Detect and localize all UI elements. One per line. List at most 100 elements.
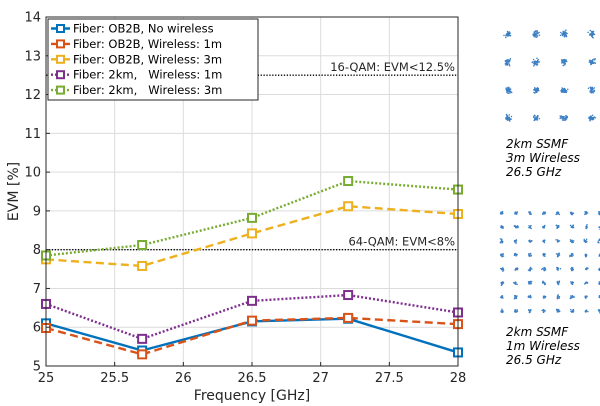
- constellation-point: [541, 268, 543, 271]
- constellation-point: [535, 36, 538, 39]
- constellation-point: [529, 268, 532, 270]
- constellation-point: [598, 226, 600, 228]
- constellation-point: [516, 310, 519, 312]
- constellation-point: [557, 226, 559, 229]
- constellation-caption-64qam: 2km SSMF 1m Wireless 26.5 GHz: [506, 325, 580, 367]
- constellation-point: [506, 59, 508, 61]
- constellation-point: [561, 115, 564, 118]
- constellation-point: [556, 297, 559, 300]
- constellation-point: [561, 32, 563, 35]
- constellation-point: [543, 225, 546, 228]
- constellation-point: [544, 296, 546, 298]
- constellation-point: [593, 58, 595, 60]
- x-tick-label: 27: [312, 371, 329, 386]
- x-tick-label: 26: [175, 371, 192, 386]
- constellation-point: [535, 31, 537, 33]
- constellation-point: [587, 310, 589, 313]
- constellation-point: [563, 91, 565, 93]
- constellation-point: [589, 29, 592, 32]
- constellation-point: [558, 224, 560, 227]
- constellation-point: [569, 239, 572, 241]
- constellation-point: [565, 118, 568, 120]
- constellation-point: [528, 282, 531, 284]
- constellation-point: [535, 118, 537, 121]
- constellation-point: [529, 280, 531, 283]
- constellation-point: [590, 63, 593, 65]
- constellation-point: [544, 267, 547, 270]
- constellation-point: [536, 61, 539, 64]
- constellation-point: [501, 308, 503, 310]
- constellation-point: [594, 62, 597, 65]
- x-tick-label: 25: [38, 371, 55, 386]
- legend-marker: [56, 54, 65, 64]
- constellation-point: [529, 296, 531, 298]
- constellation-point: [572, 253, 574, 256]
- constellation-point: [529, 255, 532, 257]
- constellation-point: [500, 254, 502, 257]
- constellation-point: [544, 211, 547, 214]
- constellation-point: [533, 117, 536, 120]
- constellation-point: [556, 295, 559, 297]
- y-tick-label: 11: [24, 127, 41, 142]
- constellation-point: [591, 36, 594, 38]
- constellation-point: [558, 213, 561, 216]
- constellation-point: [536, 57, 538, 60]
- caption-line: 26.5 GHz: [506, 353, 562, 367]
- data-point: [343, 290, 354, 301]
- constellation-point: [593, 90, 595, 93]
- y-tick-label: 14: [24, 11, 41, 26]
- constellation-point: [586, 212, 589, 214]
- constellation-point: [597, 240, 600, 242]
- data-point: [247, 315, 257, 326]
- constellation-point: [544, 253, 546, 255]
- constellation-point: [509, 57, 512, 60]
- y-tick-label: 7: [33, 282, 41, 297]
- constellation-point: [533, 65, 535, 67]
- constellation-point: [502, 282, 505, 284]
- constellation-point: [508, 31, 511, 33]
- constellation-point: [571, 311, 573, 313]
- series-line: [45, 205, 459, 268]
- constellation-point: [538, 61, 540, 63]
- constellation-point: [558, 309, 560, 311]
- legend-box: [47, 18, 259, 101]
- constellation-point: [530, 280, 533, 283]
- constellation-point: [500, 253, 502, 255]
- constellation-point: [585, 225, 588, 227]
- y-tick-label: 5: [33, 360, 41, 375]
- constellation-point: [587, 31, 589, 34]
- constellation-point: [542, 297, 545, 299]
- constellation-point: [557, 212, 560, 214]
- constellation-point: [570, 254, 572, 257]
- constellation-point: [529, 294, 531, 297]
- constellation-point: [533, 62, 535, 65]
- constellation-point: [563, 87, 566, 90]
- constellation-point: [542, 309, 545, 311]
- constellation-point: [534, 36, 537, 38]
- constellation-point: [507, 59, 510, 61]
- constellation-point: [508, 116, 510, 118]
- constellation-point: [586, 223, 588, 226]
- constellation-point: [562, 117, 565, 119]
- constellation-point: [589, 33, 591, 36]
- constellation-point: [557, 283, 560, 286]
- threshold-label: 64-QAM: EVM<8%: [348, 235, 455, 249]
- constellation-point: [515, 296, 517, 299]
- constellation-point: [538, 34, 541, 36]
- constellation-point: [590, 61, 593, 63]
- constellation-point: [559, 117, 561, 119]
- constellation-point: [535, 87, 538, 90]
- constellation-point: [517, 226, 519, 228]
- constellation-point: [542, 225, 544, 228]
- x-tick-label: 25.5: [100, 371, 129, 386]
- constellation-point: [502, 225, 504, 228]
- constellation-point: [572, 309, 575, 312]
- constellation-point: [563, 119, 565, 121]
- constellation-point: [514, 295, 516, 298]
- constellation-point: [593, 116, 596, 118]
- constellation-point: [501, 238, 503, 240]
- constellation-point: [499, 238, 502, 240]
- constellation-point: [592, 92, 594, 94]
- constellation-point: [537, 32, 539, 35]
- constellation-point: [516, 309, 518, 311]
